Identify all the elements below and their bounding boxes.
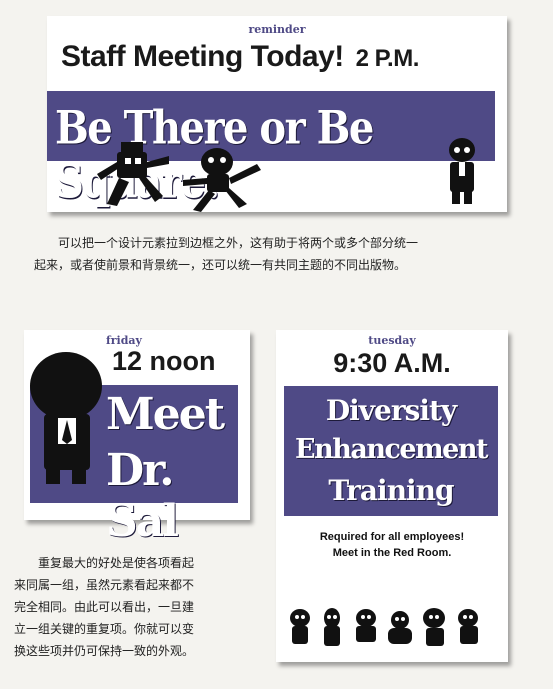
meet-dr-sal-card: friday 12 noon Meet Dr. Sal	[24, 330, 250, 547]
caption-top-line2: 起来，或者使前景和背景统一，还可以统一有共同主题的不同出版物。	[34, 258, 407, 272]
morning-time: 9:30 A.M.	[333, 348, 451, 378]
caption-bottom-line3: 完全相同。由此可以看出，一旦建	[14, 600, 195, 614]
meeting-time: 2 P.M.	[355, 45, 420, 72]
caption-top-line1: 可以把一个设计元素拉到边框之外，这有助于将两个或多个部分统一	[58, 236, 419, 250]
caption-top: 可以把一个设计元素拉到边框之外，这有助于将两个或多个部分统一 起来，或者使前景和…	[34, 232, 524, 276]
caption-bottom-line4: 立一组关键的重复项。你就可以变	[14, 622, 195, 636]
employee-figures-row-icon	[290, 608, 478, 646]
dr-sal-portrait-icon	[30, 352, 102, 484]
red-room-note: Meet in the Red Room.	[332, 547, 452, 559]
caption-bottom-line1: 重复最大的好处是使各项看起	[38, 556, 195, 570]
friday-label: friday	[106, 334, 142, 347]
required-note: Required for all employees!	[319, 531, 465, 543]
dr-sal-text: Dr. Sal	[106, 445, 179, 547]
diversity-training-card: tuesday 9:30 A.M. Diversity Enhancement …	[276, 330, 508, 662]
standing-person-icon	[449, 138, 475, 204]
training-text: Training	[328, 474, 454, 507]
caption-bottom-line2: 来同属一组，虽然元素看起来都不	[14, 578, 195, 592]
tuesday-label: tuesday	[368, 334, 416, 347]
dancing-figures-icon	[97, 142, 261, 212]
staff-meeting-headline: Staff Meeting Today! 2 P.M.	[61, 40, 419, 74]
diversity-text: Diversity	[325, 394, 457, 427]
headline-text: Staff Meeting Today!	[61, 40, 344, 73]
enhancement-text: Enhancement	[295, 434, 488, 465]
reminder-label: reminder	[248, 23, 306, 36]
top-poster-card: reminder Staff Meeting Today! 2 P.M. Be …	[47, 16, 507, 212]
caption-bottom-line5: 换这些项并仍可保持一致的外观。	[14, 644, 195, 658]
caption-bottom: 重复最大的好处是使各项看起 来同属一组，虽然元素看起来都不 完全相同。由此可以看…	[14, 552, 264, 662]
diversity-training-banner: Diversity Enhancement Training	[284, 386, 498, 516]
noon-time: 12 noon	[112, 346, 216, 376]
meet-text: Meet	[106, 389, 225, 440]
